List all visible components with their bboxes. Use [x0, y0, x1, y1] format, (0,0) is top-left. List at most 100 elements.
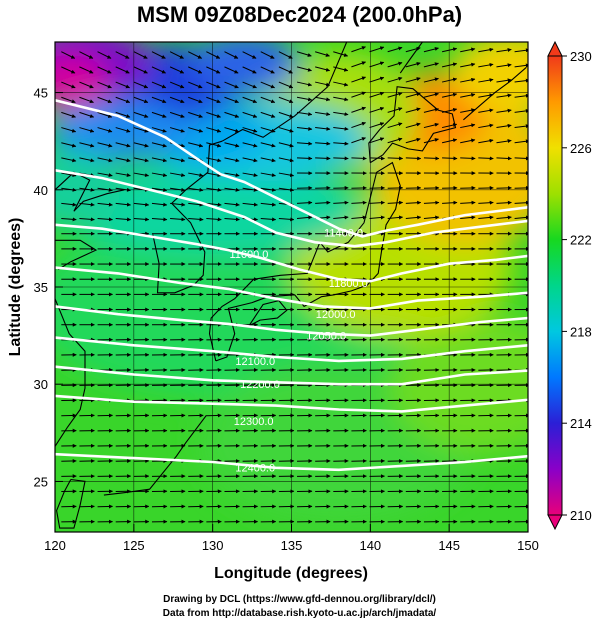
wind-arrow — [79, 217, 95, 222]
wind-arrow — [460, 77, 476, 83]
wind-arrow — [423, 107, 439, 113]
wind-arrow — [514, 215, 528, 220]
wind-arrow — [169, 127, 185, 133]
wind-arrow — [61, 142, 77, 148]
wind-arrow — [133, 157, 149, 163]
y-axis-ticks: 25 30 35 40 45 — [34, 86, 63, 489]
wind-arrow — [333, 111, 349, 117]
field-blob — [55, 54, 109, 111]
wind-arrow — [278, 66, 293, 74]
wind-arrow — [224, 127, 240, 133]
wind-arrow — [387, 200, 404, 205]
coastline — [55, 239, 98, 270]
wind-arrow — [278, 51, 293, 59]
wind-arrow — [224, 96, 239, 104]
wind-arrow — [79, 96, 94, 104]
y-tick-label: 25 — [34, 474, 48, 489]
wind-arrow — [423, 200, 440, 205]
wind-arrow — [242, 127, 258, 133]
wind-arrow — [296, 215, 313, 220]
wind-arrow — [296, 156, 313, 161]
wind-arrow — [387, 156, 404, 161]
wind-arrow — [169, 157, 186, 163]
colorbar-tick-label: 214 — [570, 416, 592, 431]
wind-arrow — [387, 137, 403, 144]
wind-arrow — [242, 202, 258, 207]
wind-arrow — [242, 142, 258, 148]
colorbar-tick-label: 226 — [570, 141, 592, 156]
contour-line — [55, 336, 528, 363]
wind-arrow — [405, 137, 421, 144]
wind-arrow — [133, 81, 149, 89]
x-tick-label: 130 — [202, 538, 224, 553]
wind-arrow — [460, 62, 476, 68]
wind-arrow — [97, 217, 113, 222]
wind-arrow — [151, 157, 168, 163]
x-tick-label: 120 — [44, 538, 66, 553]
wind-arrow — [496, 48, 512, 53]
wind-vectors — [61, 46, 528, 524]
wind-arrow — [333, 141, 349, 146]
wind-arrow — [169, 81, 185, 89]
wind-arrow — [97, 157, 113, 163]
wind-arrow — [224, 217, 240, 222]
wind-arrow — [115, 66, 130, 74]
wind-arrow — [496, 63, 512, 68]
wind-arrow — [115, 142, 131, 148]
contour-label: 12100.0 — [235, 356, 275, 368]
contour-line — [55, 365, 528, 386]
wind-arrow — [61, 157, 77, 163]
wind-arrow — [151, 217, 168, 222]
wind-arrow — [405, 92, 421, 98]
wind-arrow — [260, 202, 277, 207]
wind-arrow — [296, 200, 313, 205]
wind-arrow — [260, 66, 275, 74]
wind-arrow — [514, 139, 528, 144]
wind-arrow — [496, 156, 512, 161]
wind-arrow — [188, 81, 203, 89]
wind-arrow — [61, 202, 77, 207]
wind-arrow — [478, 78, 494, 83]
wind-arrow — [79, 51, 94, 59]
contour-line — [55, 394, 528, 413]
wind-arrow — [315, 96, 331, 102]
wind-arrow — [260, 51, 275, 59]
wind-arrow — [260, 81, 276, 89]
wind-arrow — [188, 66, 203, 74]
wind-arrow — [224, 142, 240, 148]
wind-arrow — [151, 172, 168, 178]
wind-arrow — [369, 200, 385, 205]
map-plot-area: 11400.0 11600.0 11800.0 12000.0 12050.0 12100… — [55, 42, 528, 532]
x-tick-label: 150 — [517, 538, 539, 553]
wind-arrow — [188, 51, 203, 59]
wind-arrow — [61, 111, 76, 118]
wind-arrow — [115, 202, 132, 207]
wind-arrow — [79, 142, 95, 148]
wind-arrow — [188, 96, 203, 104]
wind-arrow — [79, 127, 95, 133]
wind-arrow — [315, 200, 331, 205]
y-tick-label: 35 — [34, 280, 48, 295]
wind-arrow — [97, 51, 112, 59]
wind-arrow — [423, 62, 439, 68]
wind-arrow — [260, 172, 276, 178]
contour-label: 11400.0 — [324, 227, 363, 239]
wind-arrow — [351, 76, 366, 83]
contour-label: 12000.0 — [316, 309, 356, 321]
wind-arrow — [369, 106, 385, 113]
wind-arrow — [260, 142, 276, 148]
wind-arrow — [387, 92, 403, 98]
x-tick-label: 140 — [359, 538, 381, 553]
wind-arrow — [242, 172, 258, 178]
wind-arrow — [206, 96, 221, 104]
wind-arrow — [278, 142, 294, 148]
contour-line — [55, 99, 528, 238]
wind-arrow — [115, 81, 130, 89]
wind-arrow — [460, 93, 476, 98]
wind-arrow — [460, 200, 476, 205]
wind-arrow — [387, 61, 403, 68]
contour-label: 11800.0 — [329, 278, 368, 290]
map-title: MSM 09Z08Dec2024 (200.0hPa) — [136, 2, 463, 27]
wind-arrow — [115, 172, 131, 178]
